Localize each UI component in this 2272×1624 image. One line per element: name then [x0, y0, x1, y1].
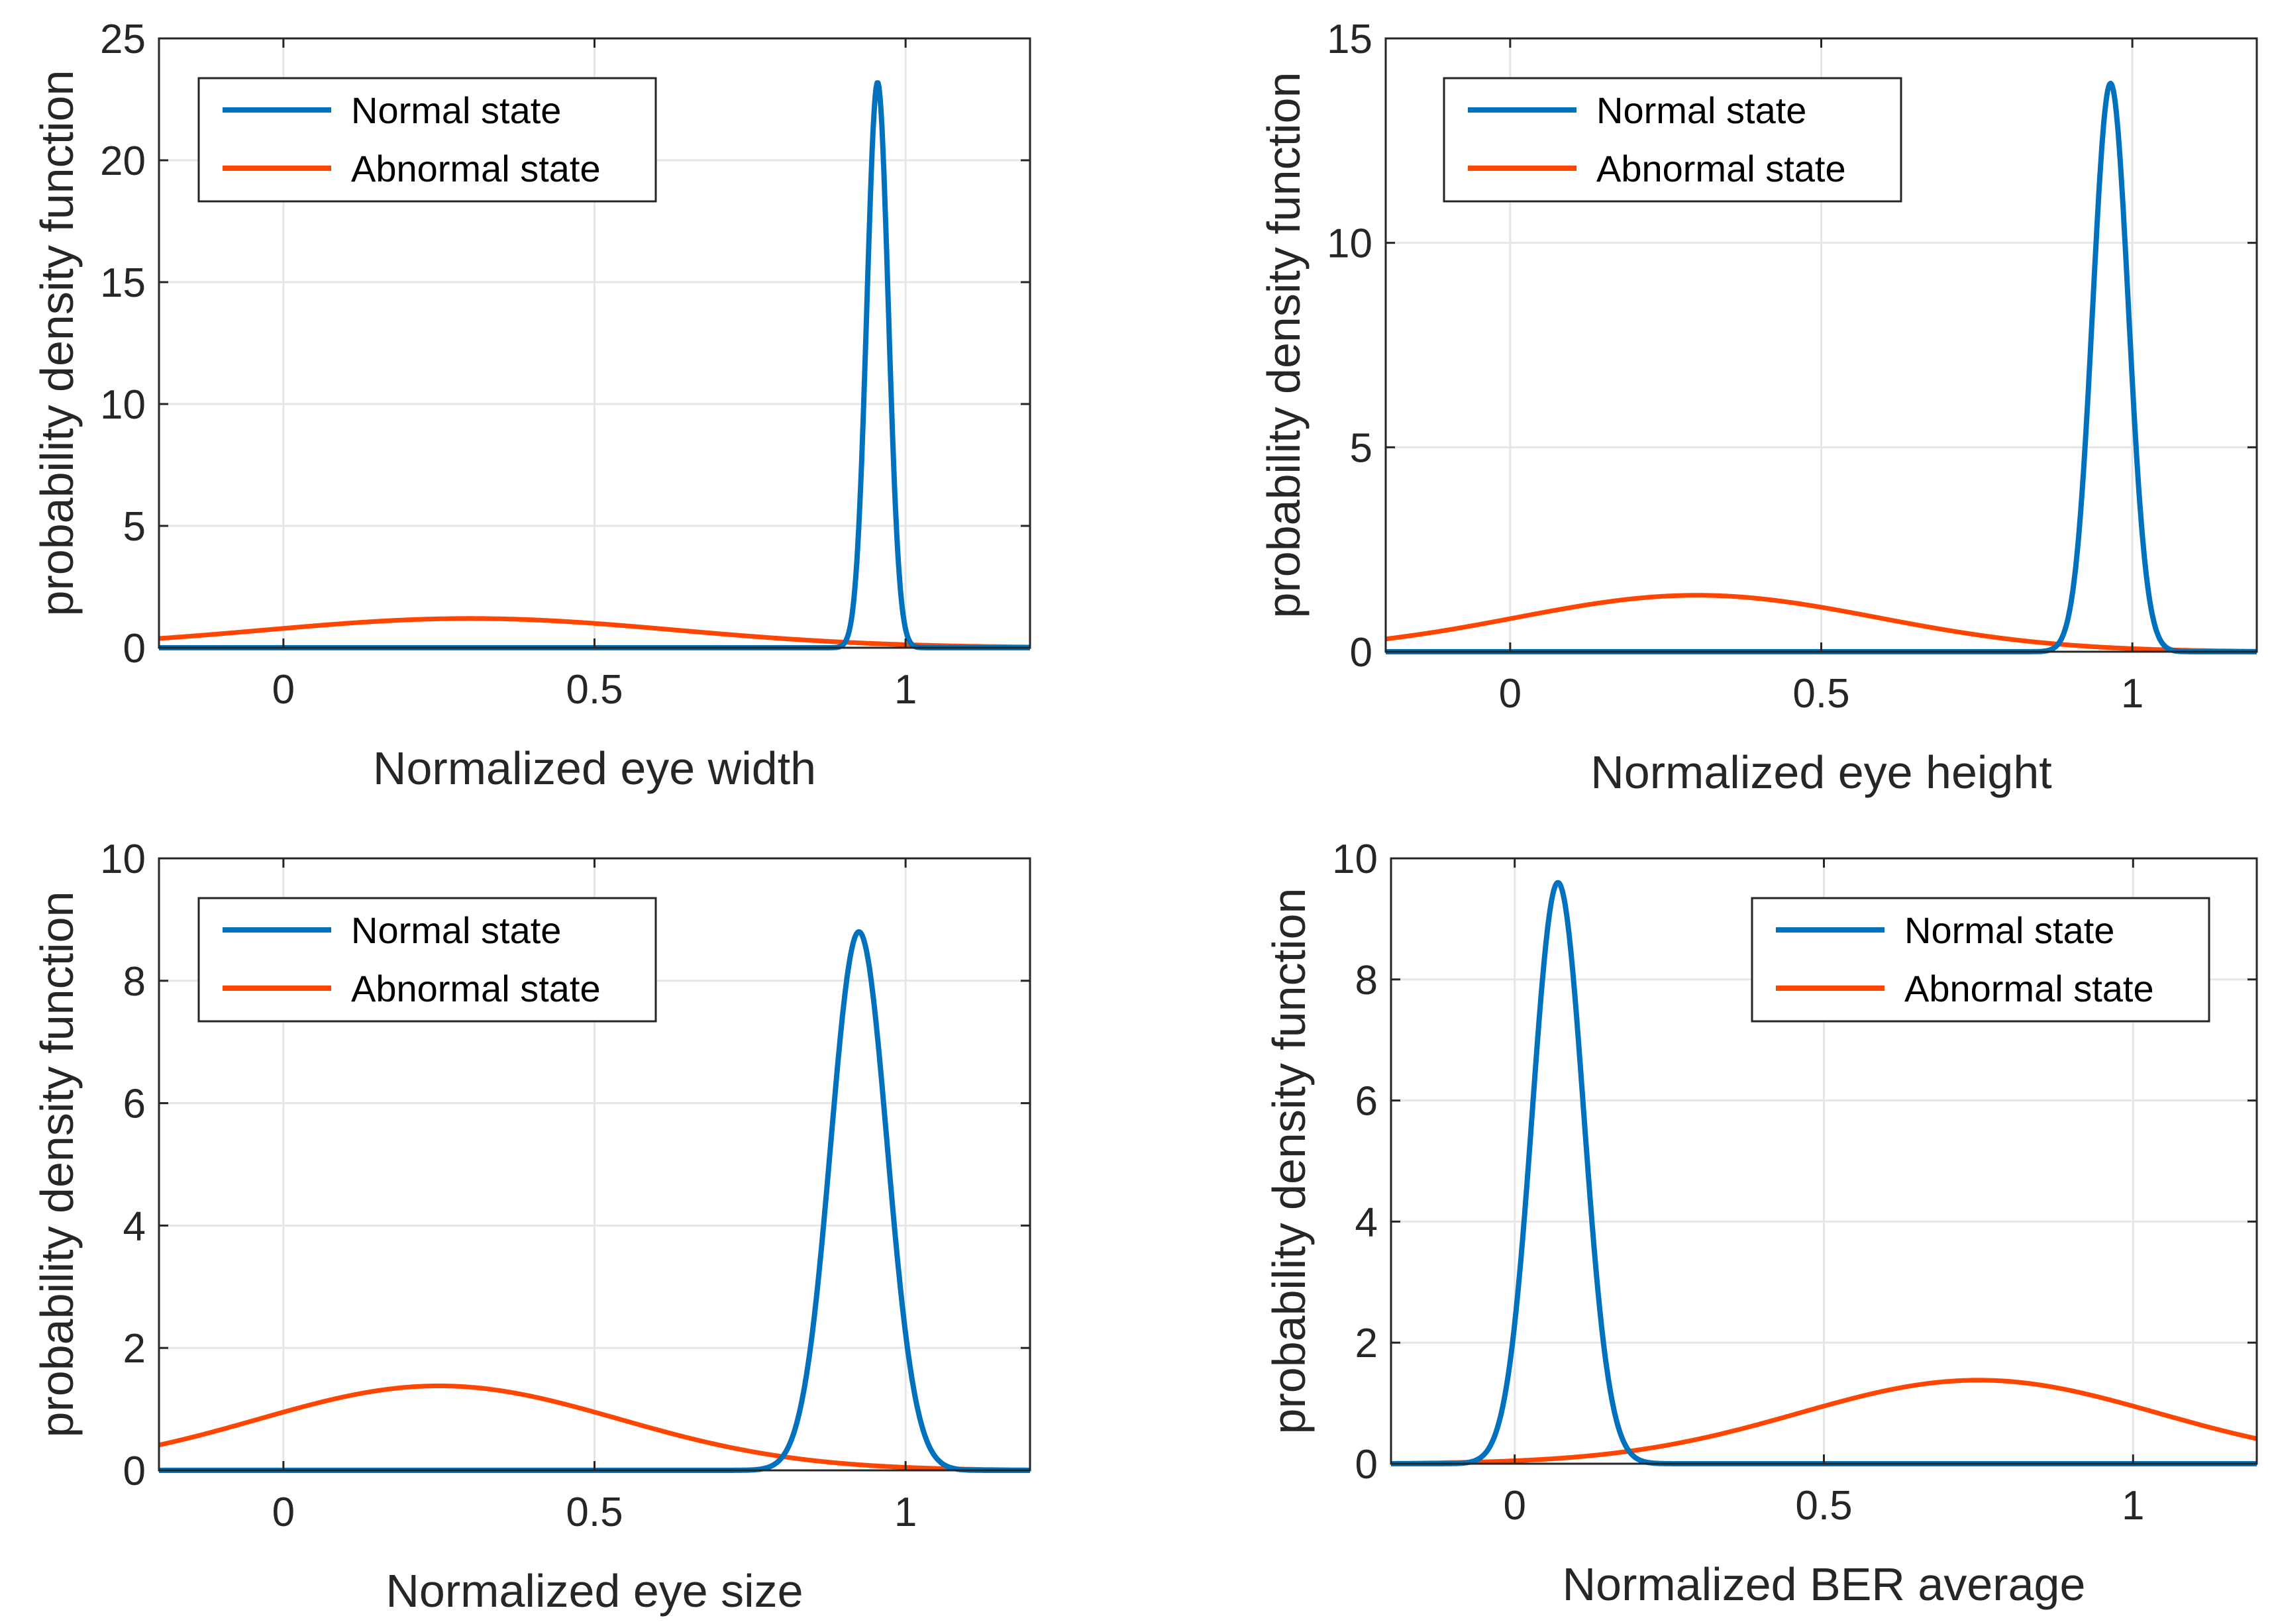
y-axis-label: probability density function [1258, 72, 1310, 619]
legend-box [197, 897, 657, 1023]
y-tick-label: 8 [123, 959, 146, 1005]
legend: Normal state Abnormal state [1443, 77, 1902, 203]
legend: Normal state Abnormal state [197, 77, 657, 203]
y-tick-label: 4 [123, 1203, 146, 1249]
y-tick-label: 10 [100, 382, 146, 428]
series-line-abnormal-state [1384, 593, 2258, 654]
x-tick-label: 0.5 [1795, 1483, 1852, 1529]
y-tick-label: 0 [123, 626, 146, 672]
y-tick-label: 15 [1327, 17, 1372, 62]
y-tick-label: 2 [123, 1326, 146, 1372]
legend-entry-label: Abnormal state [351, 968, 601, 1009]
legend-box [1751, 897, 2210, 1023]
legend-box [1443, 77, 1902, 203]
y-tick-label: 6 [1355, 1079, 1378, 1125]
legend-entry-label: Normal state [1904, 909, 2114, 951]
x-tick-label: 0 [272, 1490, 295, 1535]
y-tick-label: 10 [100, 837, 146, 882]
y-tick-label: 4 [1355, 1199, 1378, 1245]
x-tick-label: 0 [1499, 671, 1522, 717]
x-tick-label: 1 [2122, 1483, 2144, 1529]
y-tick-label: 5 [123, 504, 146, 550]
y-tick-label: 10 [1332, 837, 1378, 882]
legend-entry-label: Normal state [351, 909, 561, 951]
y-tick-label: 15 [100, 260, 146, 306]
legend-entry-label: Abnormal state [1904, 968, 2154, 1009]
legend-entry-label: Abnormal state [1596, 148, 1846, 189]
y-axis-label: probability density function [31, 70, 83, 617]
y-axis-label: probability density function [1263, 888, 1315, 1435]
y-tick-label: 5 [1350, 425, 1372, 471]
y-axis-label: probability density function [31, 891, 83, 1438]
legend-entry-label: Normal state [351, 89, 561, 131]
x-tick-label: 1 [2121, 671, 2143, 717]
x-tick-label: 1 [894, 1490, 917, 1535]
x-axis-label: Normalized BER average [1563, 1558, 2086, 1610]
legend-entry-label: Abnormal state [351, 148, 601, 189]
y-tick-label: 2 [1355, 1321, 1378, 1366]
x-axis-label: Normalized eye height [1590, 746, 2051, 798]
x-tick-label: 1 [894, 667, 917, 713]
x-axis-label: Normalized eye width [373, 742, 816, 794]
y-tick-label: 0 [123, 1448, 146, 1494]
y-tick-label: 8 [1355, 958, 1378, 1003]
y-tick-label: 25 [100, 17, 146, 62]
y-tick-label: 6 [123, 1082, 146, 1127]
x-axis-label: Normalized eye size [386, 1565, 803, 1617]
legend: Normal state Abnormal state [1751, 897, 2210, 1023]
legend-entry-label: Normal state [1596, 89, 1806, 131]
series-line-abnormal-state [158, 1384, 1031, 1472]
x-tick-label: 0 [1503, 1483, 1525, 1529]
y-tick-label: 10 [1327, 221, 1372, 267]
x-tick-label: 0 [272, 667, 295, 713]
x-tick-label: 0.5 [1792, 671, 1849, 717]
x-tick-label: 0.5 [566, 1490, 623, 1535]
series-line-abnormal-state [1390, 1378, 2258, 1466]
y-tick-label: 0 [1350, 630, 1372, 676]
legend-box [197, 77, 657, 203]
x-tick-label: 0.5 [566, 667, 623, 713]
series-line-abnormal-state [158, 616, 1031, 650]
y-tick-label: 0 [1355, 1442, 1378, 1488]
y-tick-label: 20 [100, 138, 146, 184]
legend: Normal state Abnormal state [197, 897, 657, 1023]
